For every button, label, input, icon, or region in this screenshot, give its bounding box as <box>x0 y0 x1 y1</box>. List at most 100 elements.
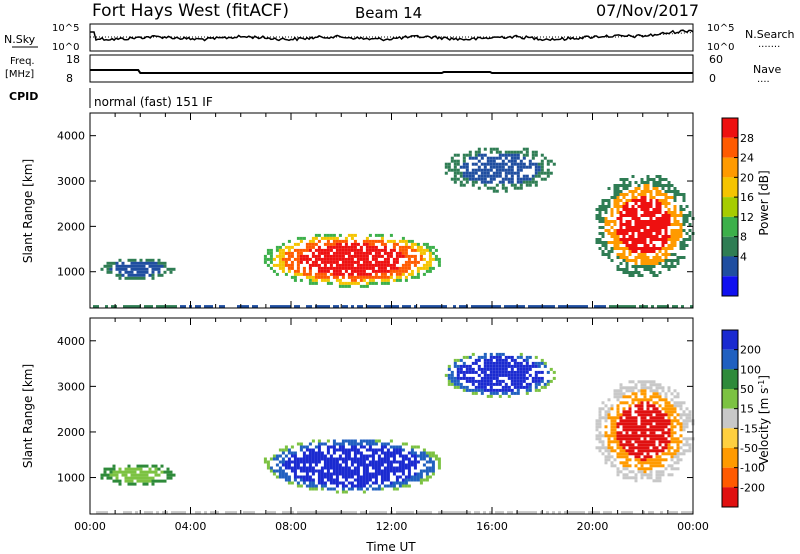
data-cell <box>690 511 693 515</box>
data-cell <box>368 275 372 279</box>
data-cell <box>269 254 273 258</box>
data-cell <box>634 383 638 387</box>
data-cell <box>353 448 357 452</box>
data-cell <box>646 235 650 238</box>
data-cell <box>447 162 451 166</box>
data-cell <box>631 452 635 456</box>
power-ylabel: Slant Range [km] <box>21 159 35 263</box>
data-cell <box>643 244 647 247</box>
data-cell <box>404 266 408 270</box>
data-cell <box>601 434 605 438</box>
data-cell <box>106 261 110 265</box>
data-cell <box>613 440 617 444</box>
data-cell <box>416 245 420 249</box>
data-cell <box>558 305 561 309</box>
data-cell <box>618 305 621 309</box>
data-cell <box>510 382 514 386</box>
data-cell <box>272 469 276 473</box>
data-cell <box>281 448 285 452</box>
data-cell <box>486 358 490 362</box>
data-cell <box>670 223 674 226</box>
data-cell <box>510 180 514 184</box>
data-cell <box>314 460 318 464</box>
data-cell <box>498 379 502 383</box>
data-cell <box>598 419 602 423</box>
data-cell <box>413 275 417 279</box>
data-cell <box>130 479 134 483</box>
data-cell <box>652 259 656 262</box>
data-cell <box>537 361 541 365</box>
data-cell <box>483 370 487 374</box>
data-cell <box>676 422 680 426</box>
data-cell <box>347 454 351 458</box>
data-cell <box>670 211 674 214</box>
data-cell <box>453 180 457 184</box>
data-cell <box>628 395 632 399</box>
data-cell <box>670 440 674 444</box>
data-cell <box>658 256 662 259</box>
data-cell <box>359 460 363 464</box>
data-cell <box>607 220 611 223</box>
data-cell <box>284 454 288 458</box>
data-cell <box>405 511 408 515</box>
data-cell <box>311 472 315 476</box>
data-cell <box>347 487 351 491</box>
data-cell <box>495 355 499 359</box>
data-cell <box>489 358 493 362</box>
data-cell <box>607 250 611 253</box>
data-cell <box>350 278 354 282</box>
data-cell <box>519 355 523 359</box>
data-cell <box>380 254 384 258</box>
data-cell <box>474 370 478 374</box>
data-cell <box>676 419 680 423</box>
data-cell <box>281 242 285 246</box>
data-cell <box>383 466 387 470</box>
data-cell <box>534 382 538 386</box>
data-cell <box>410 275 414 279</box>
data-cell <box>311 275 315 279</box>
data-cell <box>112 261 116 265</box>
data-cell <box>549 305 552 309</box>
data-cell <box>633 305 636 309</box>
data-cell <box>546 511 549 515</box>
data-cell <box>139 261 143 265</box>
data-cell <box>326 239 330 243</box>
data-cell <box>634 196 638 199</box>
data-cell <box>516 171 520 175</box>
data-cell <box>299 448 303 452</box>
data-cell <box>582 511 585 515</box>
data-cell <box>501 388 505 392</box>
data-cell <box>299 466 303 470</box>
data-cell <box>398 269 402 273</box>
data-cell <box>622 425 626 429</box>
data-cell <box>327 511 330 515</box>
data-cell <box>661 449 665 453</box>
data-cell <box>649 262 653 265</box>
data-cell <box>311 454 315 458</box>
data-cell <box>356 251 360 255</box>
data-cell <box>516 370 520 374</box>
data-cell <box>655 256 659 259</box>
data-cell <box>392 448 396 452</box>
data-cell <box>567 511 570 515</box>
data-cell <box>377 472 381 476</box>
data-cell <box>395 445 399 449</box>
data-cell <box>326 278 330 282</box>
data-cell <box>625 193 629 196</box>
data-cell <box>266 460 270 464</box>
data-cell <box>422 242 426 246</box>
data-cell <box>643 392 647 396</box>
data-cell <box>365 284 369 288</box>
data-cell <box>649 380 653 384</box>
data-cell <box>311 478 315 482</box>
data-cell <box>682 208 686 211</box>
data-cell <box>413 463 417 467</box>
data-cell <box>498 165 502 169</box>
data-cell <box>655 274 659 277</box>
data-cell <box>344 463 348 467</box>
data-cell <box>625 416 629 420</box>
data-cell <box>670 437 674 441</box>
data-cell <box>369 305 372 309</box>
data-cell <box>359 475 363 479</box>
